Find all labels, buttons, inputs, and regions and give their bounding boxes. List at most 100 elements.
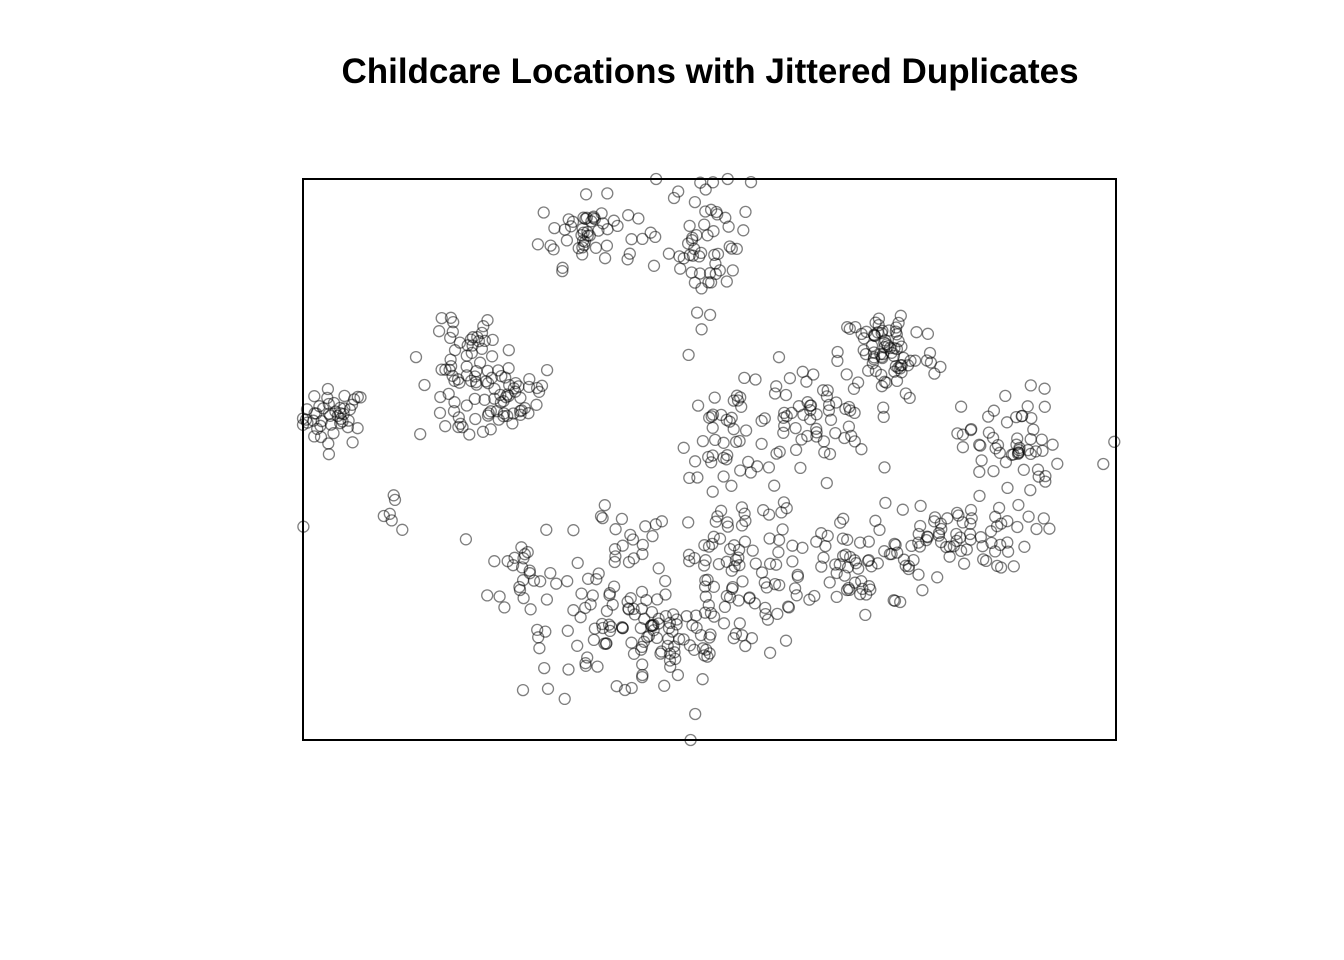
- data-point: [842, 420, 856, 433]
- data-point: [859, 608, 872, 622]
- data-point: [760, 581, 773, 594]
- data-point: [354, 391, 367, 404]
- data-point: [608, 555, 621, 569]
- data-point: [928, 515, 941, 528]
- data-point: [509, 385, 522, 398]
- data-point: [897, 553, 911, 566]
- data-point: [488, 555, 501, 568]
- data-point: [460, 360, 473, 373]
- data-point: [890, 328, 903, 341]
- data-point: [523, 567, 536, 580]
- data-point: [689, 707, 702, 721]
- data-point: [840, 368, 853, 381]
- data-point: [623, 247, 636, 260]
- data-point: [977, 553, 990, 566]
- data-point: [585, 215, 598, 228]
- data-point: [669, 652, 682, 666]
- data-point: [672, 185, 685, 198]
- data-point: [540, 363, 554, 377]
- data-point: [755, 437, 768, 451]
- data-point: [823, 447, 837, 461]
- data-point: [610, 680, 623, 693]
- data-point: [982, 410, 995, 423]
- data-point: [699, 590, 712, 603]
- data-point: [574, 611, 587, 624]
- data-point: [649, 172, 663, 186]
- data-point: [414, 427, 427, 441]
- data-point: [537, 206, 550, 219]
- data-point: [763, 557, 777, 570]
- data-point: [1035, 433, 1048, 446]
- data-point: [548, 221, 561, 235]
- data-point: [830, 396, 843, 409]
- data-point: [351, 422, 364, 435]
- data-point: [877, 401, 890, 414]
- data-point: [698, 539, 711, 552]
- data-point: [783, 372, 797, 385]
- data-point: [796, 541, 809, 554]
- data-point: [772, 351, 786, 364]
- data-point: [640, 594, 653, 607]
- data-point: [532, 631, 545, 644]
- data-point: [636, 668, 649, 682]
- data-point: [454, 417, 467, 430]
- data-point: [717, 436, 730, 449]
- data-point: [914, 519, 927, 533]
- data-point: [843, 322, 856, 335]
- data-point: [816, 384, 830, 397]
- data-point: [749, 557, 762, 570]
- data-point: [872, 312, 886, 325]
- data-point: [589, 241, 603, 254]
- data-point: [773, 578, 786, 592]
- data-point: [567, 604, 580, 617]
- data-point: [541, 682, 555, 695]
- data-point: [768, 387, 782, 400]
- data-point: [704, 276, 718, 289]
- data-point: [755, 414, 768, 428]
- data-point: [1030, 522, 1043, 536]
- data-point: [992, 501, 1006, 515]
- data-point: [848, 406, 861, 420]
- data-point: [383, 507, 396, 520]
- data-point: [600, 239, 614, 252]
- data-point: [717, 451, 730, 465]
- data-point: [987, 464, 1000, 478]
- data-point: [534, 575, 547, 588]
- data-point: [558, 692, 571, 706]
- data-point: [833, 558, 846, 571]
- data-point: [711, 510, 724, 523]
- data-point: [789, 443, 803, 457]
- data-point: [797, 408, 810, 421]
- data-point: [433, 406, 447, 420]
- data-point: [647, 259, 661, 272]
- data-point: [448, 374, 461, 387]
- data-point: [550, 577, 563, 590]
- data-point: [1032, 470, 1045, 483]
- data-point: [748, 597, 761, 610]
- data-point: [485, 350, 499, 363]
- data-point: [469, 412, 482, 426]
- data-point: [894, 595, 907, 609]
- data-point: [321, 382, 335, 396]
- data-point: [590, 573, 603, 586]
- data-point: [625, 681, 638, 695]
- data-point: [1010, 410, 1023, 424]
- data-point: [705, 456, 718, 469]
- data-point: [721, 172, 734, 186]
- data-point: [739, 639, 752, 653]
- data-point: [603, 587, 616, 600]
- data-point: [581, 651, 594, 664]
- data-point: [862, 364, 875, 377]
- data-point: [439, 420, 452, 433]
- data-point: [697, 559, 711, 572]
- data-point: [1024, 433, 1037, 446]
- data-point: [777, 426, 790, 439]
- data-point: [751, 460, 764, 473]
- data-point: [995, 517, 1008, 530]
- data-point: [532, 385, 546, 398]
- data-point: [719, 211, 732, 224]
- data-point: [1001, 536, 1014, 549]
- data-point: [547, 243, 560, 256]
- data-point: [707, 530, 720, 543]
- data-point: [694, 628, 708, 642]
